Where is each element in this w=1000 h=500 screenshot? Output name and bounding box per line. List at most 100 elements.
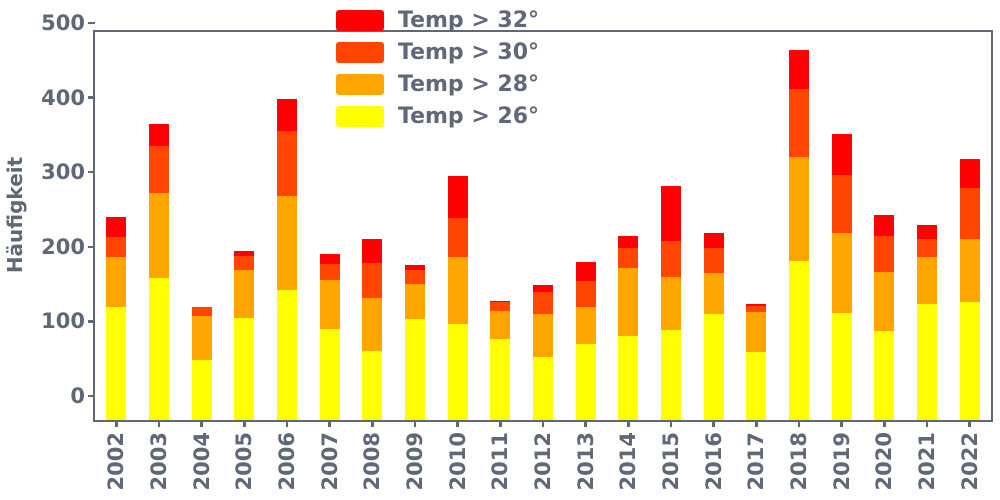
bar-segment: [447, 323, 468, 420]
legend-swatch-orange: [336, 73, 384, 95]
bar-segment: [405, 284, 425, 319]
bar-segment: [533, 284, 553, 293]
bar-segment: [191, 307, 212, 316]
bar-segment: [533, 314, 553, 357]
bar-segment: [746, 304, 767, 306]
bar-segment: [106, 306, 127, 420]
bar-2014[interactable]: [618, 235, 639, 420]
y-tick: 300: [41, 160, 95, 184]
bar-2020[interactable]: [874, 214, 895, 420]
bar-2010[interactable]: [447, 176, 468, 420]
x-tick-mark: [499, 420, 502, 427]
x-tick: 2020: [872, 420, 896, 490]
bar-segment: [917, 304, 937, 420]
y-tick-label: 500: [41, 10, 85, 35]
bar-segment: [618, 235, 639, 249]
bar-segment: [149, 193, 169, 279]
x-tick: 2006: [275, 420, 299, 490]
y-tick: 500: [41, 11, 95, 35]
x-tick-label: 2017: [744, 432, 769, 491]
x-tick: 2014: [616, 420, 640, 490]
y-tick-mark: [88, 96, 95, 99]
bar-segment: [490, 300, 511, 303]
bar-segment: [319, 279, 340, 329]
x-tick-label: 2003: [147, 432, 171, 491]
bar-segment: [575, 306, 596, 344]
bar-segment: [234, 251, 255, 256]
x-tick-mark: [200, 420, 203, 427]
legend-label: Temp > 28°: [398, 71, 540, 97]
bar-segment: [447, 176, 468, 218]
chart-legend: Temp > 32° Temp > 30° Temp > 28° Temp > 26°: [330, 2, 545, 134]
bar-segment: [191, 360, 212, 420]
bar-segment: [703, 314, 724, 420]
bar-segment: [618, 335, 639, 420]
bar-segment: [149, 278, 169, 420]
bar-segment: [618, 248, 639, 268]
y-tick-label: 400: [41, 85, 85, 110]
x-tick-mark: [712, 420, 715, 427]
bar-2017[interactable]: [746, 304, 767, 420]
x-tick: 2021: [915, 420, 939, 490]
x-tick-label: 2006: [275, 432, 299, 491]
bar-2022[interactable]: [959, 158, 980, 420]
bar-segment: [447, 217, 468, 257]
bar-segment: [490, 302, 511, 312]
bar-2015[interactable]: [661, 186, 681, 420]
x-tick-mark: [413, 420, 417, 427]
bar-segment: [874, 235, 895, 272]
x-tick-mark: [541, 420, 545, 427]
x-tick: 2016: [702, 420, 726, 490]
bar-2018[interactable]: [789, 49, 809, 420]
legend-swatch-red: [336, 9, 384, 31]
bar-segment: [917, 225, 937, 240]
bar-2009[interactable]: [405, 264, 425, 420]
legend-item[interactable]: Temp > 28°: [336, 70, 539, 98]
legend-item[interactable]: Temp > 26°: [336, 102, 539, 130]
x-tick: 2022: [958, 420, 982, 490]
bar-2006[interactable]: [277, 99, 297, 420]
x-tick-mark: [925, 420, 929, 427]
x-tick-label: 2021: [915, 432, 939, 491]
x-tick: 2011: [488, 420, 512, 490]
bar-segment: [447, 256, 468, 324]
bar-segment: [959, 239, 980, 303]
bar-2004[interactable]: [191, 307, 212, 420]
x-tick-label: 2015: [659, 432, 683, 491]
x-tick-mark: [797, 420, 801, 427]
bar-2003[interactable]: [149, 123, 169, 420]
x-tick-label: 2012: [531, 432, 555, 491]
legend-item[interactable]: Temp > 30°: [336, 38, 539, 66]
bar-2002[interactable]: [106, 217, 127, 420]
bar-segment: [533, 356, 553, 420]
bar-2008[interactable]: [362, 238, 383, 420]
y-tick-mark: [88, 245, 95, 249]
bar-segment: [533, 292, 553, 315]
x-tick-mark: [285, 420, 289, 427]
bar-segment: [874, 214, 895, 236]
bar-2012[interactable]: [533, 284, 553, 420]
legend-item[interactable]: Temp > 32°: [336, 6, 539, 34]
x-tick: 2002: [104, 420, 128, 490]
x-tick-label: 2004: [189, 432, 214, 491]
x-tick: 2012: [531, 420, 555, 490]
y-tick: 0: [70, 384, 95, 408]
bar-2013[interactable]: [575, 261, 596, 420]
x-tick-label: 2007: [317, 432, 342, 491]
x-tick-mark: [840, 420, 843, 427]
legend-label: Temp > 26°: [398, 103, 540, 129]
bar-2021[interactable]: [917, 225, 937, 420]
legend-label: Temp > 32°: [398, 7, 540, 33]
y-tick-mark: [88, 21, 95, 25]
bar-segment: [746, 305, 767, 312]
bar-segment: [959, 158, 980, 188]
bar-2011[interactable]: [490, 300, 511, 420]
bar-2005[interactable]: [234, 251, 255, 420]
bar-2016[interactable]: [703, 232, 724, 420]
bar-2019[interactable]: [831, 134, 852, 420]
bar-segment: [319, 253, 340, 265]
x-tick: 2010: [446, 420, 470, 490]
bar-2007[interactable]: [319, 253, 340, 420]
y-tick-label: 200: [41, 234, 85, 259]
x-tick: 2009: [403, 420, 427, 490]
